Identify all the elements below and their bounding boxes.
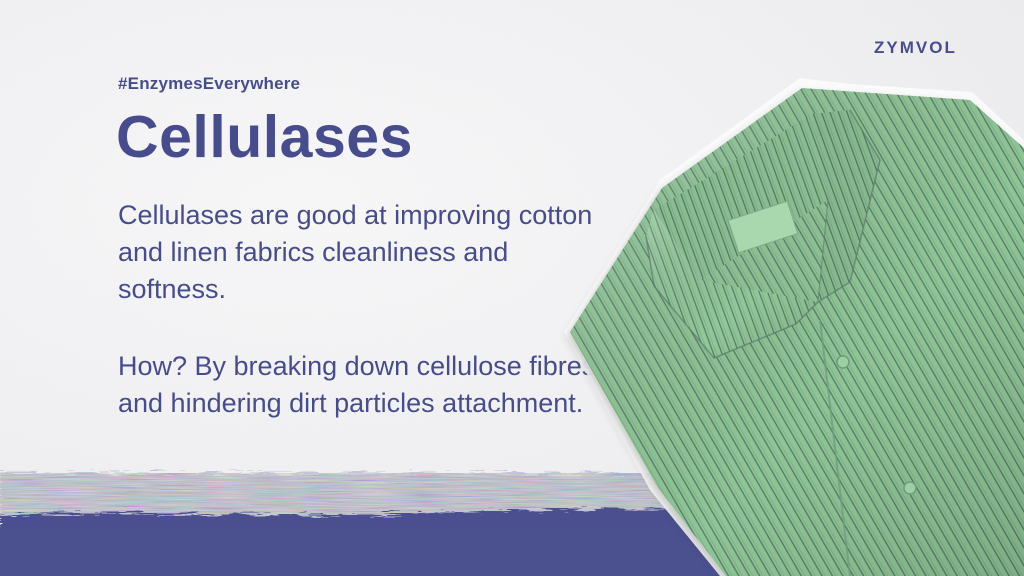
hashtag: #EnzymesEverywhere — [118, 74, 301, 93]
shirt-image — [564, 78, 1024, 576]
zymvol-logo: ZYMVOL — [874, 38, 957, 57]
page-title: Cellulases — [116, 104, 413, 170]
explanation-paragraph: How? By breaking down cellulose fibres a… — [118, 351, 596, 418]
description-paragraph: Cellulases are good at improving cotton … — [118, 200, 593, 304]
